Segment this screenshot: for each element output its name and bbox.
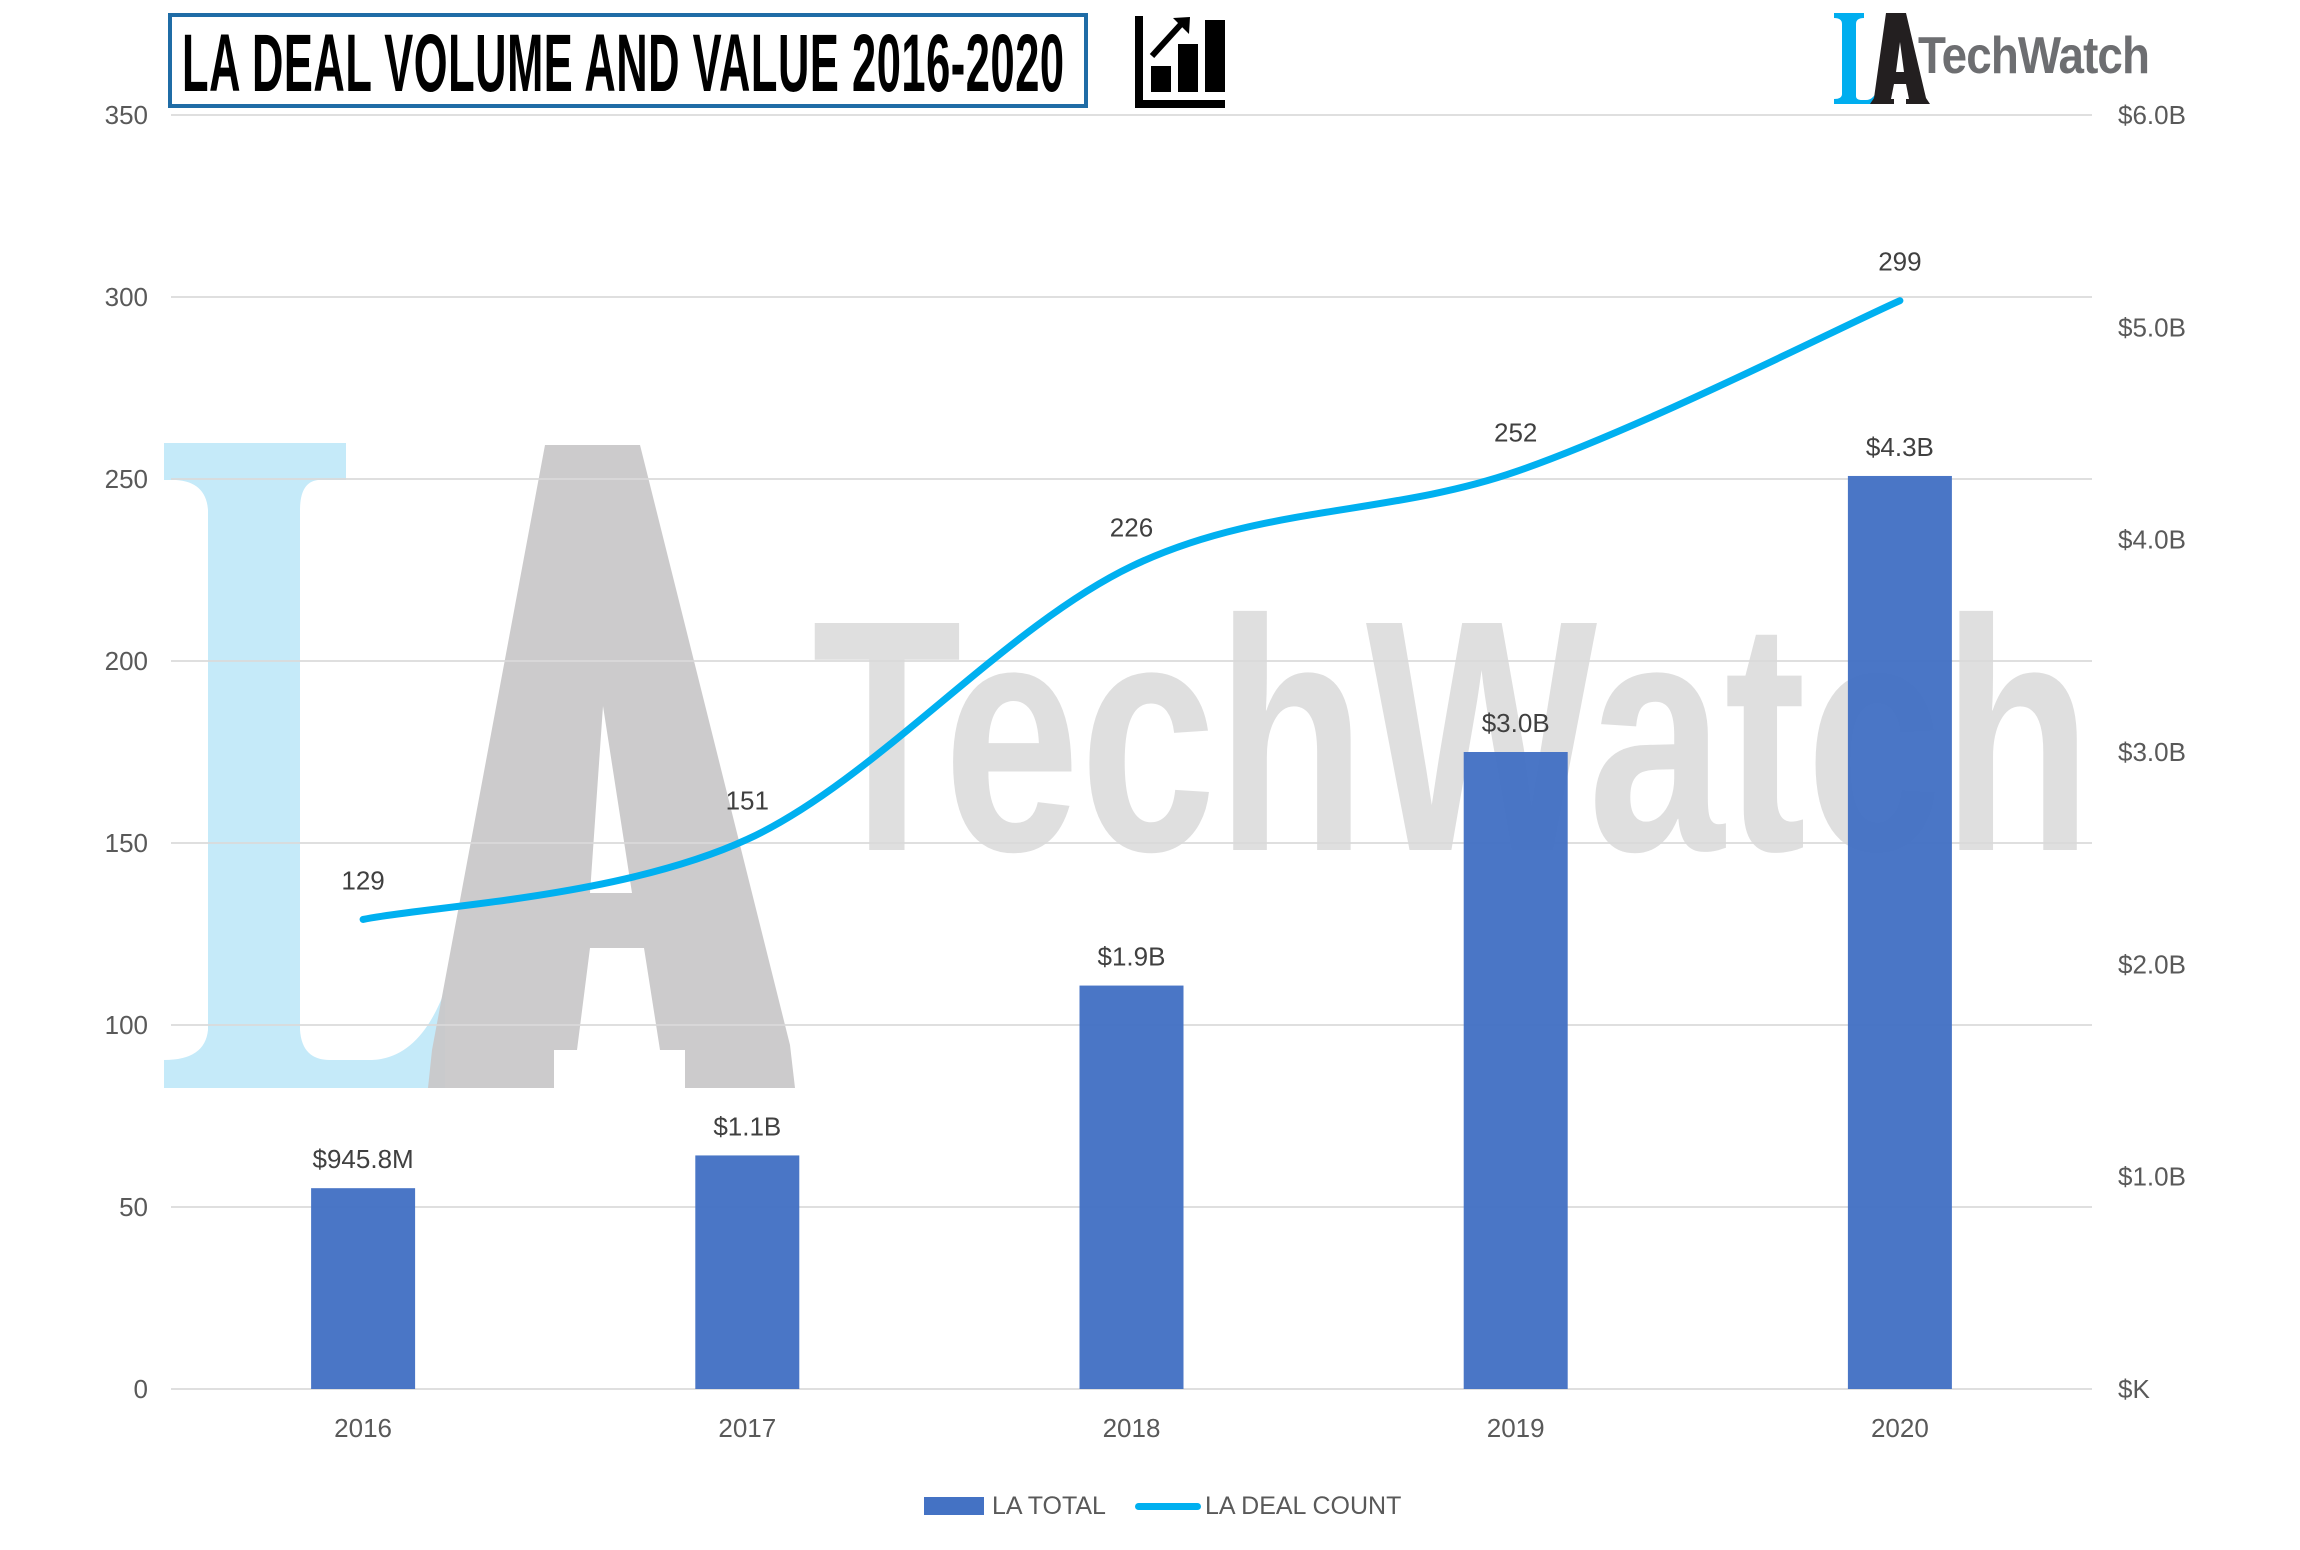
bar-data-label: $4.3B [1866, 432, 1934, 462]
left-axis-tick-label: 0 [134, 1374, 148, 1404]
x-axis-tick-label: 2017 [718, 1413, 776, 1443]
line-data-label: 151 [726, 785, 769, 815]
line-data-label: 299 [1878, 247, 1921, 277]
bar-data-label: $1.9B [1098, 942, 1166, 972]
line-data-label: 252 [1494, 418, 1537, 448]
watermark-letter-l [164, 443, 445, 1088]
bar-chart-growth-icon [1135, 16, 1225, 108]
bar-2018[interactable] [1079, 985, 1184, 1389]
logo-letter-a [1870, 13, 1930, 104]
legend-label: LA TOTAL [992, 1491, 1106, 1520]
legend-item-la-deal-count[interactable]: LA DEAL COUNT [1135, 1488, 1401, 1524]
chart-title: LA DEAL VOLUME AND VALUE 2016-2020 [182, 18, 1065, 108]
bar-data-label: $945.8M [313, 1144, 414, 1174]
right-axis-tick-label: $2.0B [2118, 949, 2186, 979]
left-axis-tick-label: 200 [105, 646, 148, 676]
la-techwatch-logo [1834, 13, 1930, 104]
right-axis-tick-label: $6.0B [2118, 100, 2186, 130]
legend-label: LA DEAL COUNT [1205, 1491, 1402, 1520]
right-axis-tick-label: $K [2118, 1374, 2150, 1404]
x-axis-tick-labels: 2016 2017 2018 2019 2020 [334, 1413, 1929, 1443]
left-axis-tick-label: 300 [105, 282, 148, 312]
legend-swatch-bar [924, 1497, 984, 1515]
left-axis-tick-label: 350 [105, 100, 148, 130]
line-data-label: 226 [1110, 512, 1153, 542]
x-axis-tick-label: 2016 [334, 1413, 392, 1443]
watermark-letter-a [428, 445, 795, 1088]
logo-text: TechWatch [1918, 27, 2150, 85]
x-axis-tick-label: 2018 [1103, 1413, 1161, 1443]
chart-title-box: LA DEAL VOLUME AND VALUE 2016-2020 [168, 13, 1088, 108]
left-axis-tick-label: 100 [105, 1010, 148, 1040]
logo-letter-l [1834, 13, 1878, 104]
bar-2019[interactable] [1463, 752, 1568, 1389]
bar-data-label: $1.1B [713, 1111, 781, 1141]
bar-data-labels: $945.8M $1.1B $1.9B $3.0B $4.3B [313, 432, 1934, 1174]
bar-series-la-total [311, 475, 1952, 1389]
bar-data-label: $3.0B [1482, 708, 1550, 738]
left-axis-tick-label: 250 [105, 464, 148, 494]
left-axis-tick-label: 50 [119, 1192, 148, 1222]
legend-item-la-total[interactable]: LA TOTAL [924, 1488, 1106, 1524]
legend: LA TOTAL LA DEAL COUNT [0, 1488, 2300, 1524]
bar-2017[interactable] [695, 1155, 800, 1389]
line-data-labels: 129 151 226 252 299 [341, 247, 1921, 896]
left-axis-tick-labels: 0 50 100 150 200 250 300 350 [105, 100, 148, 1404]
bar-2020[interactable] [1847, 475, 1952, 1389]
x-axis-tick-label: 2019 [1487, 1413, 1545, 1443]
right-axis-tick-labels: $K $1.0B $2.0B $3.0B $4.0B $5.0B $6.0B [2118, 100, 2186, 1404]
right-axis-tick-label: $3.0B [2118, 737, 2186, 767]
x-axis-tick-label: 2020 [1871, 1413, 1929, 1443]
line-data-label: 129 [341, 865, 384, 895]
bar-2016[interactable] [311, 1188, 416, 1389]
line-series-la-deal-count [359, 297, 1904, 923]
right-axis-tick-label: $1.0B [2118, 1162, 2186, 1192]
legend-swatch-line [1135, 1502, 1201, 1510]
right-axis-tick-label: $4.0B [2118, 525, 2186, 555]
left-axis-tick-label: 150 [105, 828, 148, 858]
right-axis-tick-label: $5.0B [2118, 312, 2186, 342]
